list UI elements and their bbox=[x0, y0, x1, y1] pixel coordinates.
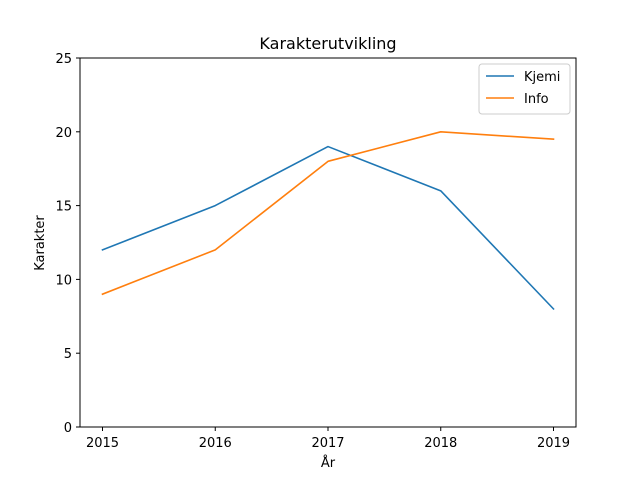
chart-title: Karakterutvikling bbox=[259, 34, 396, 53]
legend: Kjemi Info bbox=[478, 63, 571, 115]
y-axis-ticks: 0 5 10 15 20 25 bbox=[55, 52, 80, 436]
legend-label-info: Info bbox=[524, 92, 549, 107]
x-tick-label: 2015 bbox=[86, 436, 119, 451]
series-line-info bbox=[101, 131, 555, 296]
x-tick-label: 2016 bbox=[199, 436, 232, 451]
plot-area-frame bbox=[79, 57, 577, 428]
x-tick-label: 2019 bbox=[537, 436, 570, 451]
x-axis-title: År bbox=[321, 455, 336, 471]
y-tick-label: 20 bbox=[55, 126, 72, 141]
y-axis-title: Karakter bbox=[33, 215, 48, 271]
series-lines bbox=[101, 131, 555, 311]
y-tick-label: 25 bbox=[55, 52, 72, 67]
y-tick-label: 0 bbox=[64, 421, 72, 436]
y-tick-label: 10 bbox=[55, 273, 72, 288]
x-tick-label: 2018 bbox=[424, 436, 457, 451]
x-axis-ticks: 2015 2016 2017 2018 2019 bbox=[86, 427, 570, 451]
series-line-kjemi bbox=[101, 145, 555, 311]
y-tick-label: 5 bbox=[64, 347, 72, 362]
legend-label-kjemi: Kjemi bbox=[524, 70, 560, 85]
x-tick-label: 2017 bbox=[311, 436, 344, 451]
y-tick-label: 15 bbox=[55, 200, 72, 215]
